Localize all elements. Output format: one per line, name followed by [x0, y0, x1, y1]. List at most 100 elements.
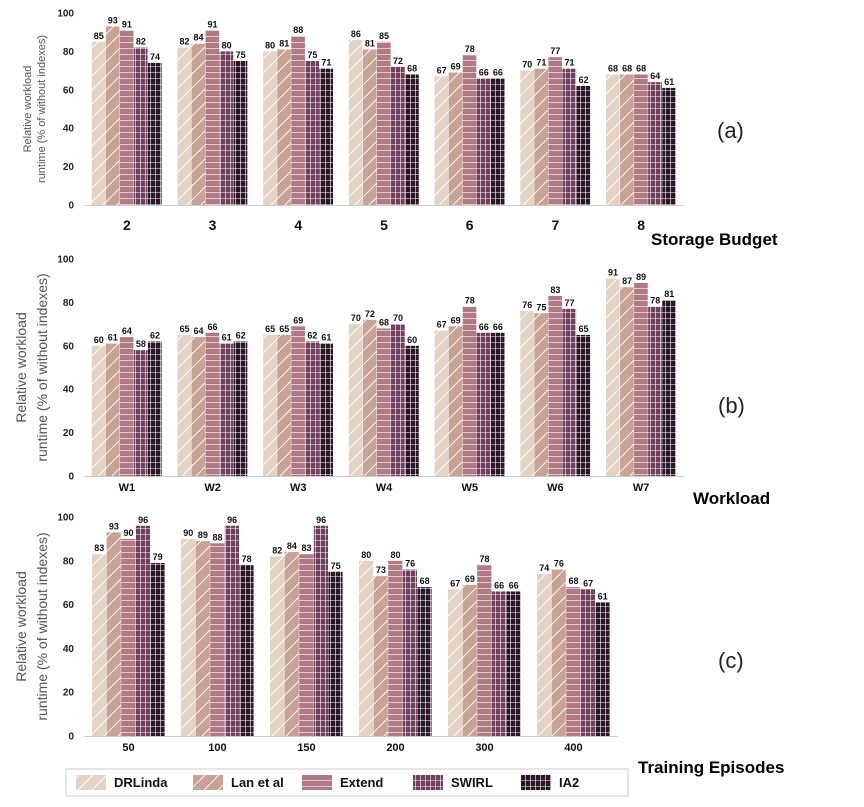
data-label-drlinda-6: 67: [437, 65, 447, 75]
data-label-drlinda-8: 68: [608, 63, 618, 73]
data-label-extend-7: 77: [550, 46, 560, 56]
bar-ia2-w6: [576, 334, 591, 476]
data-label-ia2-7: 62: [579, 75, 589, 85]
bar-lan-et-al-4: [277, 49, 291, 206]
data-label-swirl-w2: 61: [222, 333, 232, 343]
data-label-extend-100: 88: [212, 532, 222, 542]
x-tick-label-50: 50: [122, 742, 134, 754]
data-label-lan-et-al-w1: 61: [108, 333, 118, 343]
data-label-swirl-2: 82: [136, 37, 146, 47]
data-label-lan-et-al-5: 81: [365, 38, 375, 48]
bar-extend-4: [291, 36, 305, 205]
x-tick-label-w1: W1: [119, 482, 136, 494]
bar-drlinda-5: [348, 39, 363, 205]
data-label-extend-w5: 78: [465, 296, 475, 306]
chart-panel-b: Relative workload runtime (% of without i…: [13, 255, 770, 509]
bar-ia2-7: [576, 85, 591, 205]
y-tick-label: 80: [63, 298, 75, 309]
bar-swirl-3: [219, 51, 234, 206]
data-label-drlinda-4: 80: [265, 40, 275, 50]
data-label-swirl-w1: 58: [136, 339, 146, 349]
bar-ia2-50: [150, 562, 165, 736]
data-label-lan-et-al-w3: 65: [279, 324, 289, 334]
data-label-lan-et-al-4: 81: [279, 38, 289, 48]
x-tick-label-w5: W5: [461, 482, 478, 494]
x-tick-label-4: 4: [294, 217, 302, 233]
bar-ia2-5: [405, 74, 419, 205]
data-label-swirl-w6: 77: [564, 298, 574, 308]
bar-drlinda-6: [434, 76, 449, 205]
legend-swatch-lan-et-al: [193, 775, 223, 790]
bar-swirl-w2: [219, 343, 234, 476]
y-axis-label-line1: Relative workload: [13, 571, 29, 682]
data-label-ia2-w7: 81: [664, 289, 674, 299]
data-label-ia2-w1: 62: [150, 330, 160, 340]
data-label-extend-4: 88: [293, 25, 303, 35]
bar-ia2-400: [595, 602, 610, 736]
y-tick-label: 60: [63, 600, 75, 611]
bar-lan-et-al-w7: [620, 287, 634, 476]
legend-label-ia2: IA2: [559, 775, 579, 790]
data-label-swirl-w7: 78: [650, 296, 660, 306]
data-label-drlinda-w1: 60: [94, 335, 104, 345]
bar-drlinda-8: [606, 74, 620, 205]
y-tick-label: 20: [63, 162, 75, 173]
bar-swirl-5: [391, 66, 405, 205]
x-tick-label-w4: W4: [376, 482, 393, 494]
data-label-extend-w1: 64: [122, 326, 132, 336]
y-axis-label-line1: Relative workload: [13, 312, 29, 423]
y-tick-label: 100: [57, 9, 74, 20]
bar-drlinda-3: [177, 47, 192, 206]
legend-swatch-drlinda: [76, 775, 106, 790]
data-label-drlinda-2: 85: [94, 31, 104, 41]
data-label-swirl-5: 72: [393, 56, 403, 66]
data-label-extend-w3: 69: [293, 315, 303, 325]
bar-swirl-8: [648, 82, 662, 205]
bar-swirl-300: [491, 591, 506, 736]
y-tick-label: 40: [63, 644, 75, 655]
bar-swirl-100: [224, 525, 239, 736]
bar-swirl-50: [135, 525, 150, 736]
bar-drlinda-w5: [434, 330, 449, 476]
bar-lan-et-al-7: [534, 68, 548, 206]
data-label-extend-6: 78: [465, 44, 475, 54]
y-tick-label: 0: [68, 732, 74, 743]
data-label-extend-2: 91: [122, 19, 132, 29]
bar-drlinda-w3: [263, 334, 277, 476]
data-label-extend-50: 90: [123, 528, 133, 538]
data-label-lan-et-al-w4: 72: [365, 309, 375, 319]
legend-label-extend: Extend: [340, 775, 383, 790]
legend-label-lan-et-al: Lan et al: [231, 775, 284, 790]
bar-extend-6: [462, 55, 477, 205]
data-label-drlinda-w2: 65: [179, 324, 189, 334]
x-tick-label-8: 8: [637, 217, 645, 233]
data-label-swirl-300: 66: [494, 580, 504, 590]
y-tick-label: 100: [57, 255, 74, 266]
legend-swatch-extend: [302, 775, 332, 790]
bar-swirl-w3: [305, 341, 319, 476]
data-label-extend-3: 91: [208, 19, 218, 29]
y-tick-label: 80: [63, 556, 75, 567]
bar-swirl-200: [402, 569, 417, 736]
x-axis-title: Storage Budget: [651, 230, 778, 249]
x-tick-label-5: 5: [380, 217, 388, 233]
bar-swirl-w4: [391, 324, 405, 476]
bar-extend-w6: [548, 295, 563, 476]
legend: DRLinda Lan et al Extend SWIRL IA2: [65, 768, 629, 797]
bar-extend-w2: [205, 332, 220, 476]
bar-ia2-200: [417, 587, 432, 736]
bar-drlinda-2: [91, 41, 106, 205]
x-tick-label-7: 7: [552, 217, 560, 233]
data-label-swirl-7: 71: [564, 58, 574, 68]
data-label-lan-et-al-100: 89: [198, 530, 208, 540]
y-tick-label: 20: [63, 428, 75, 439]
data-label-swirl-50: 96: [138, 515, 148, 525]
bar-drlinda-4: [263, 51, 277, 206]
data-label-lan-et-al-3: 84: [194, 33, 204, 43]
y-tick-label: 0: [68, 201, 74, 212]
data-label-ia2-200: 68: [420, 576, 430, 586]
bar-ia2-w2: [233, 341, 248, 476]
data-label-ia2-50: 79: [153, 552, 163, 562]
y-tick-label: 20: [63, 688, 75, 699]
